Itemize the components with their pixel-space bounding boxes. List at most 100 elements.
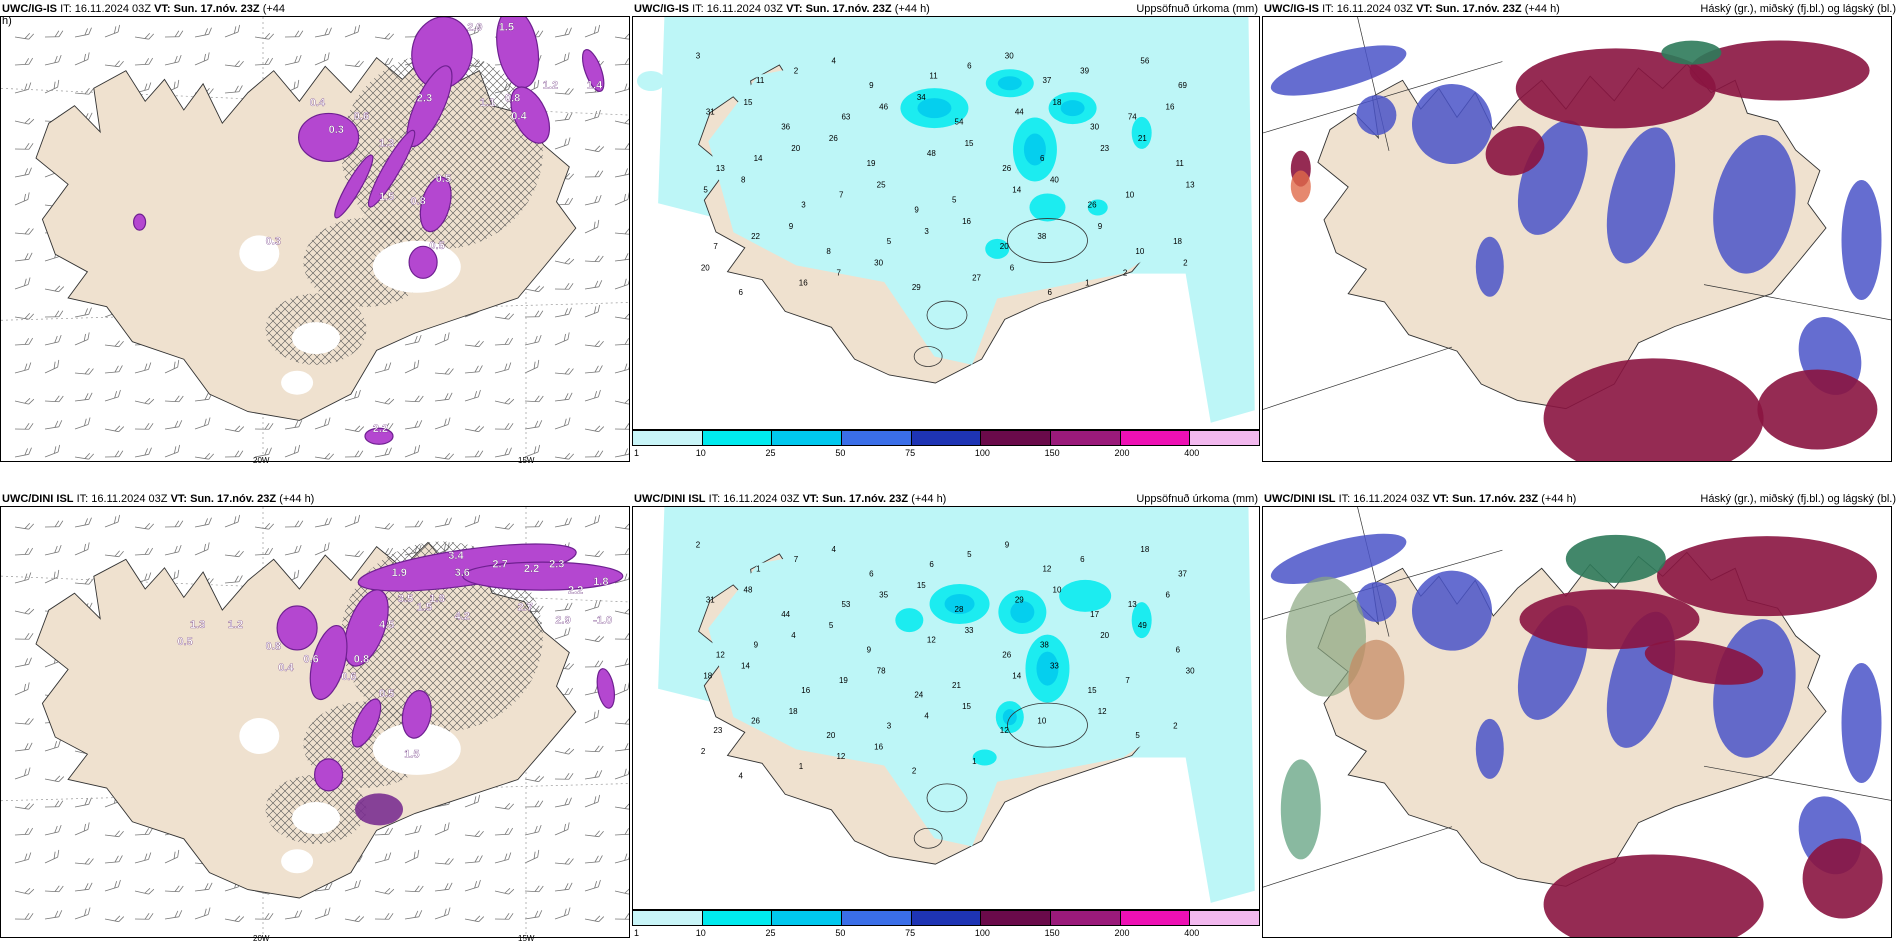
precip-value-label: 12 bbox=[1042, 565, 1051, 574]
high-cloud-area bbox=[1543, 358, 1764, 461]
wind-barb bbox=[14, 717, 34, 725]
precip-value-label: 6 bbox=[739, 288, 744, 297]
precip-value-label: 2 bbox=[912, 767, 917, 776]
wind-barb bbox=[194, 452, 215, 460]
wind-barb bbox=[14, 118, 35, 125]
wind-map: 1.9 1.5 3.4 3.6 2.7 2.2 2.3 2.2 1.8 3.5 1.8 4.5 4.2 2… bbox=[0, 506, 630, 938]
wind-barb bbox=[74, 882, 93, 892]
wind-barb bbox=[374, 852, 392, 864]
wind-barb bbox=[524, 310, 544, 318]
wind-barb bbox=[404, 420, 423, 430]
precip-value-label: 4 bbox=[831, 545, 836, 554]
wind-barb bbox=[194, 907, 211, 920]
wind-barb bbox=[254, 32, 275, 40]
wind-barb bbox=[494, 522, 515, 530]
precip-value-label: 1 bbox=[972, 757, 977, 766]
wind-barb bbox=[404, 885, 424, 893]
high-cloud-area bbox=[1485, 126, 1545, 176]
wind-barb bbox=[44, 54, 62, 66]
precip-value-label: 23 bbox=[713, 726, 722, 735]
colorbar-tick-label: 150 bbox=[1044, 928, 1060, 938]
pressure-value-label: 0.5 bbox=[379, 688, 394, 700]
panel-subtitle: Uppsöfnuð úrkoma (mm) bbox=[1136, 3, 1258, 15]
wind-barb bbox=[44, 824, 62, 836]
precip-value-label: 12 bbox=[836, 752, 845, 761]
wind-barb bbox=[614, 192, 629, 206]
precip-streak bbox=[367, 129, 416, 208]
pressure-value-label: 2.2 bbox=[524, 563, 539, 575]
lon-label-20w: 20W bbox=[253, 456, 270, 465]
wind-barb bbox=[344, 389, 361, 402]
wind-barb bbox=[194, 27, 212, 38]
wind-barb bbox=[44, 285, 65, 293]
wind-barb bbox=[584, 879, 601, 892]
precip-value-label: 22 bbox=[751, 232, 760, 241]
wind-barb bbox=[134, 398, 155, 405]
wind-barb bbox=[44, 849, 60, 864]
panel-header: UWC/DINI ISL IT: 16.11.2024 03Z VT: Sun.… bbox=[634, 493, 947, 505]
wind-barb bbox=[44, 544, 62, 556]
panel-bottom-wind: UWC/DINI ISL IT: 16.11.2024 03Z VT: Sun.… bbox=[0, 490, 632, 950]
wind-barb bbox=[74, 332, 90, 346]
wind-barb bbox=[134, 57, 154, 66]
pressure-value-label: 0.8 bbox=[411, 195, 426, 207]
precip-value-label: 1 bbox=[756, 565, 761, 574]
wind-barb bbox=[14, 742, 33, 752]
wind-barb bbox=[104, 425, 125, 433]
wind-barb bbox=[524, 395, 544, 403]
wind-barb bbox=[104, 915, 125, 923]
precip-value-label: 6 bbox=[1040, 154, 1045, 163]
wind-barb bbox=[464, 340, 484, 348]
wind-barb bbox=[104, 855, 123, 864]
wind-barb bbox=[404, 824, 422, 836]
wind-barb bbox=[134, 362, 152, 374]
precip-area-heavy bbox=[972, 749, 997, 766]
wind-barb bbox=[464, 389, 481, 402]
wind-barb bbox=[104, 340, 124, 348]
precip-value-label: 5 bbox=[703, 186, 708, 195]
pressure-value-label: 4.2 bbox=[455, 610, 470, 622]
wind-barb bbox=[584, 450, 604, 458]
wind-barb bbox=[14, 767, 31, 780]
graticule-line bbox=[1263, 826, 1453, 888]
precip-value-label: 24 bbox=[914, 691, 923, 700]
precip-area-heavier bbox=[1010, 601, 1035, 624]
precip-value-label: 5 bbox=[952, 195, 957, 204]
wind-barb bbox=[164, 420, 183, 430]
wind-barb bbox=[74, 417, 91, 430]
colorbar-tick-label: 100 bbox=[974, 928, 990, 938]
precip-value-label: 3 bbox=[801, 200, 806, 209]
wind-barb bbox=[494, 312, 515, 320]
panel-subtitle: Háský (gr.), miðský (fj.bl.) og lágský (… bbox=[1700, 493, 1896, 505]
precip-value-label: 21 bbox=[952, 681, 961, 690]
wind-barb bbox=[74, 797, 92, 808]
precip-value-label: 6 bbox=[967, 61, 972, 70]
precip-value-label: 7 bbox=[836, 268, 841, 277]
wind-barb bbox=[374, 398, 395, 405]
wind-barb bbox=[584, 280, 603, 290]
wind-barb bbox=[494, 913, 514, 920]
wind-barb bbox=[554, 307, 572, 318]
precip-value-label: 12 bbox=[927, 636, 936, 645]
wind-barb bbox=[464, 425, 485, 433]
wind-barb bbox=[44, 910, 63, 920]
precip-area-heavy bbox=[1029, 193, 1066, 222]
wind-barb bbox=[524, 520, 544, 528]
wind-barb bbox=[464, 879, 481, 892]
pressure-value-label: 2.2 bbox=[568, 584, 583, 596]
precip-streak bbox=[334, 154, 374, 219]
wind-barb bbox=[434, 417, 451, 430]
wind-barb bbox=[614, 913, 629, 920]
wind-barb bbox=[314, 27, 332, 38]
wind-barb bbox=[494, 827, 514, 836]
wind-barb bbox=[554, 417, 571, 430]
wind-barb bbox=[134, 447, 152, 458]
precip-streak bbox=[133, 213, 147, 231]
precip-value-label: 7 bbox=[713, 242, 718, 251]
wind-barb bbox=[44, 444, 61, 458]
glacier-patch bbox=[292, 802, 340, 835]
wind-barb bbox=[14, 252, 33, 262]
wind-barb bbox=[524, 800, 544, 808]
precip-map-svg: 3112491163037395669311536634634544418307… bbox=[633, 17, 1259, 429]
pressure-value-label: 3.6 bbox=[455, 567, 470, 579]
